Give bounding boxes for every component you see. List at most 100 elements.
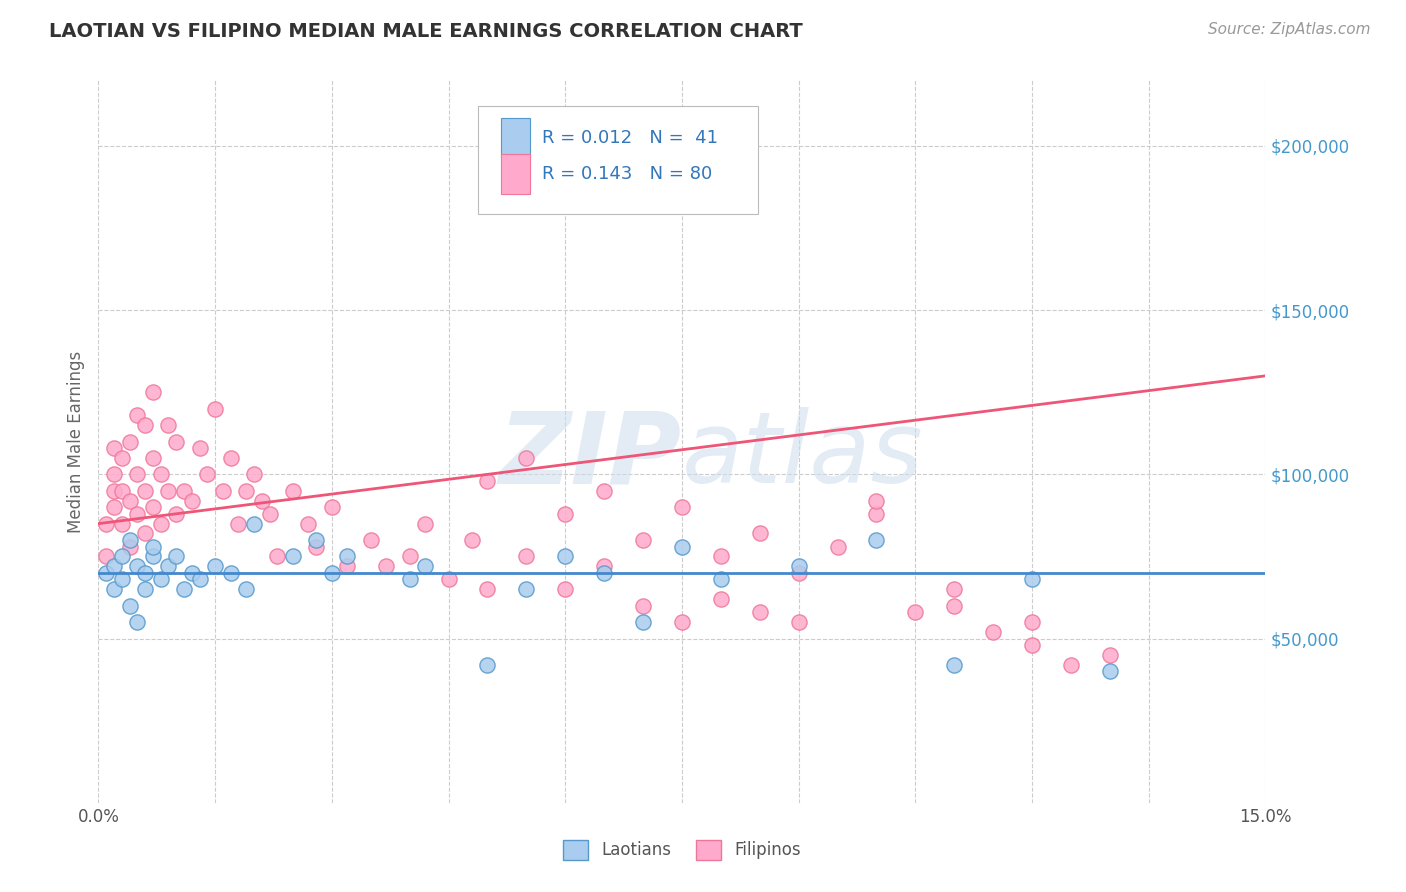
Point [111,573,134,587]
Point [111,549,134,564]
Point [787,559,810,574]
Point [103,467,125,482]
Point [173,483,195,498]
Point [142,549,165,564]
Point [165,434,187,449]
Point [103,483,125,498]
Point [477,657,499,672]
Point [827,540,849,554]
Point [943,599,966,613]
Point [981,625,1004,640]
Text: R = 0.012   N =  41: R = 0.012 N = 41 [541,129,718,147]
Point [243,516,266,531]
Text: ZIP: ZIP [499,408,682,505]
Point [127,409,149,423]
Point [157,559,180,574]
Point [219,450,242,465]
Point [142,540,165,554]
Point [787,615,810,630]
Point [461,533,484,547]
Point [1098,648,1121,662]
Point [593,566,616,580]
Point [134,483,156,498]
Point [219,566,242,580]
Point [787,566,810,580]
Point [173,582,195,597]
Point [477,582,499,597]
Point [321,500,343,515]
Point [671,540,693,554]
Point [710,573,733,587]
Point [157,418,180,433]
Point [134,418,156,433]
Point [748,526,770,541]
Point [515,582,537,597]
Point [165,507,187,521]
Point [398,549,420,564]
Point [180,493,202,508]
Point [281,549,304,564]
Point [111,483,134,498]
Point [188,441,211,455]
Point [149,516,172,531]
Point [127,559,149,574]
Point [671,615,693,630]
Point [188,573,211,587]
Point [235,582,257,597]
Point [554,582,576,597]
Point [593,483,616,498]
Point [336,559,359,574]
Point [305,540,328,554]
Point [118,533,141,547]
Point [96,516,118,531]
Point [180,566,202,580]
Point [243,467,266,482]
Point [671,500,693,515]
Point [1021,615,1043,630]
Point [515,549,537,564]
Point [266,549,288,564]
Point [336,549,359,564]
Text: atlas: atlas [682,408,924,505]
Point [96,549,118,564]
Point [127,615,149,630]
Point [165,549,187,564]
Point [96,566,118,580]
Point [204,401,226,416]
Point [212,483,235,498]
Text: LAOTIAN VS FILIPINO MEDIAN MALE EARNINGS CORRELATION CHART: LAOTIAN VS FILIPINO MEDIAN MALE EARNINGS… [49,22,803,41]
Point [195,467,218,482]
Point [149,467,172,482]
Point [127,467,149,482]
Point [631,615,654,630]
Point [103,441,125,455]
Point [111,516,134,531]
Point [111,450,134,465]
Point [360,533,382,547]
Point [375,559,398,574]
Point [748,605,770,619]
Point [943,582,966,597]
Point [710,549,733,564]
Point [281,483,304,498]
Point [142,450,165,465]
Point [149,573,172,587]
Point [118,493,141,508]
Point [593,559,616,574]
Point [1098,665,1121,679]
Point [134,582,156,597]
Point [1021,573,1043,587]
Text: R = 0.143   N = 80: R = 0.143 N = 80 [541,165,711,183]
Point [297,516,319,531]
Point [118,434,141,449]
Point [904,605,927,619]
Point [321,566,343,580]
Point [157,483,180,498]
Point [943,657,966,672]
Point [413,559,436,574]
Point [631,533,654,547]
Legend: Laotians, Filipinos: Laotians, Filipinos [557,833,807,867]
Point [398,573,420,587]
Point [142,385,165,400]
Point [235,483,257,498]
